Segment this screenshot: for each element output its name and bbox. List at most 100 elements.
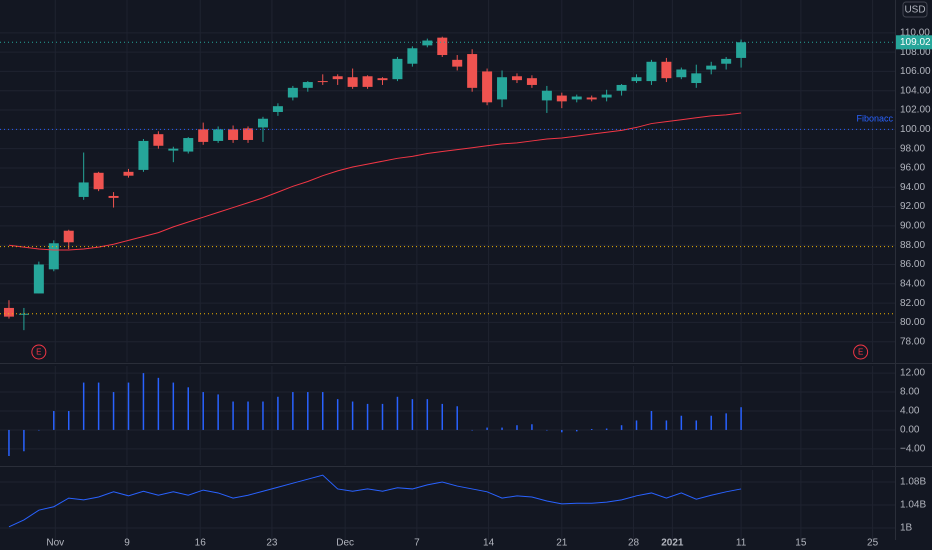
candle-body: [497, 77, 508, 100]
event-marker: [853, 344, 869, 360]
y-tick-label: 104.00: [900, 85, 931, 96]
grid: [0, 0, 895, 540]
bar: [620, 425, 623, 430]
candle-body: [213, 129, 224, 141]
y-tick-label: 98.00: [900, 143, 925, 154]
candle-body: [168, 148, 179, 151]
candle-body: [437, 37, 448, 56]
bar: [8, 429, 10, 456]
y-tick-label: −4.00: [900, 444, 926, 455]
candle-body: [153, 134, 164, 146]
y-tick-label: 90.00: [900, 221, 925, 232]
candle-body: [661, 61, 672, 79]
candle-body: [407, 48, 418, 64]
candle-body: [138, 140, 149, 170]
y-tick-label: 80.00: [900, 317, 925, 328]
candle-body: [452, 59, 463, 67]
bar: [82, 382, 85, 430]
bar: [561, 429, 563, 433]
bar: [232, 401, 234, 430]
candle-body: [631, 77, 642, 82]
candle-body: [601, 94, 612, 98]
candle-body: [586, 97, 597, 100]
x-tick-label: 16: [195, 538, 207, 549]
x-tick-label: 21: [556, 538, 568, 549]
candle-body: [482, 71, 493, 103]
candle-body: [257, 118, 268, 128]
candle-body: [706, 65, 717, 70]
y-tick-label: 78.00: [900, 336, 925, 347]
candle-body: [63, 230, 74, 243]
x-tick-label: 11: [736, 538, 747, 549]
x-tick-label: Nov: [46, 538, 64, 549]
bar: [411, 399, 414, 430]
bar: [710, 415, 712, 430]
candle-body: [526, 78, 537, 85]
bar: [38, 429, 40, 431]
y-tick-label: 110.00: [900, 27, 930, 38]
y-tick-label: 84.00: [900, 278, 925, 289]
y-tick-label: 100.00: [900, 124, 931, 135]
bar: [217, 394, 219, 430]
y-tick-label: 94.00: [900, 182, 925, 193]
event-marker: [31, 344, 47, 360]
bar: [187, 387, 190, 430]
x-tick-label: 23: [266, 538, 278, 549]
candle-body: [392, 58, 403, 80]
bar: [650, 411, 653, 430]
bar: [426, 399, 429, 430]
candle-body: [302, 82, 313, 88]
bar: [321, 392, 324, 430]
bar: [456, 406, 458, 430]
y-tick-label: 1.04B: [900, 500, 926, 511]
bar: [262, 401, 264, 430]
candle-body: [93, 172, 104, 190]
candle-body: [347, 77, 358, 87]
x-tick-label: 25: [867, 538, 879, 549]
candle-body: [571, 96, 582, 100]
bar: [635, 420, 638, 430]
bar: [67, 411, 70, 430]
bar: [157, 377, 160, 430]
candle-body: [377, 78, 388, 81]
bar: [680, 415, 683, 430]
candle-body: [48, 243, 59, 270]
y-tick-label: 1B: [900, 523, 913, 534]
y-tick-label: 102.00: [900, 105, 931, 116]
candle-body: [721, 58, 732, 64]
last-price-tag: [896, 35, 932, 50]
bar: [351, 401, 354, 430]
candle-body: [541, 90, 552, 101]
bar: [695, 420, 698, 430]
bar: [725, 413, 727, 430]
bar: [292, 392, 294, 430]
bar: [396, 396, 399, 430]
candle-body: [616, 84, 627, 91]
currency: USD: [904, 5, 925, 16]
bar: [546, 429, 548, 431]
candle-body: [78, 182, 89, 197]
candle-body: [736, 42, 747, 58]
bar: [441, 403, 444, 430]
x-tick-label: 2021: [661, 538, 684, 549]
candle-body: [691, 73, 702, 84]
candle-body: [18, 313, 29, 315]
candle-body: [556, 95, 567, 102]
y-tick-label: 92.00: [900, 201, 925, 212]
bar: [501, 427, 503, 430]
y-tick-label: 106.00: [900, 66, 931, 77]
x-tick-label: 15: [795, 538, 807, 549]
bar: [142, 373, 145, 430]
bar: [307, 392, 309, 430]
bar: [277, 396, 279, 430]
y-tick-label: 12.00: [900, 368, 925, 379]
moving-average: [8, 112, 742, 251]
bar: [381, 403, 384, 430]
candle-body: [228, 129, 239, 140]
bar: [172, 382, 175, 430]
bar: [516, 425, 518, 430]
bar: [97, 382, 100, 430]
bar: [247, 401, 249, 430]
